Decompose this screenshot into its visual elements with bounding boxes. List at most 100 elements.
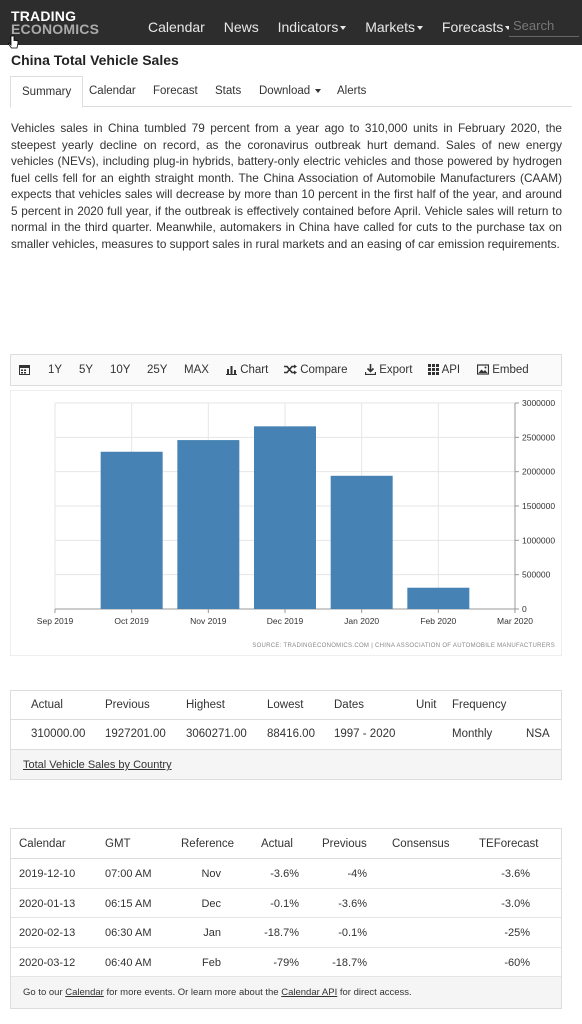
nav-forecasts-label: Forecasts [441, 19, 504, 35]
x-tick-label: Sep 2019 [37, 616, 74, 626]
stats-row: 310000.00 1927201.00 3060271.00 88416.00… [11, 720, 561, 749]
stats-lowest: 88416.00 [267, 728, 315, 740]
bar-dec-2019 [254, 426, 316, 609]
cal-reference: Nov [201, 868, 221, 880]
stats-previous: 1927201.00 [105, 728, 166, 740]
cal-gmt: 06:40 AM [105, 956, 152, 969]
chevron-down-icon [505, 26, 512, 31]
cal-reference: Dec [201, 897, 221, 910]
cal-col-consensus: Consensus [392, 838, 450, 850]
image-icon [476, 364, 490, 375]
calendar-api-link[interactable]: Calendar API [281, 987, 338, 998]
x-tick-label: Jan 2020 [344, 616, 379, 626]
nav-calendar[interactable]: Calendar [148, 19, 205, 35]
calendar-row: 2020-03-12 06:40 AM Feb -79% -18.7% -60% [11, 948, 561, 977]
compare-button[interactable]: Compare [284, 364, 348, 376]
cal-col-gmt: GMT [105, 838, 131, 850]
embed-button-label: Embed [492, 364, 529, 376]
range-1y[interactable]: 1Y [48, 364, 63, 376]
stats-actual: 310000.00 [31, 728, 86, 740]
range-25y[interactable]: 25Y [147, 364, 168, 376]
nav-forecasts[interactable]: Forecasts [441, 19, 512, 35]
stats-adjustment: NSA [526, 728, 550, 740]
bar-oct-2019 [100, 451, 163, 609]
stats-col-actual: Actual [31, 699, 63, 711]
chart-area: 0 500000 1000000 1500000 2000000 2500000 30000… [10, 390, 562, 656]
mouse-cursor-icon [8, 35, 19, 49]
tab-calendar[interactable]: Calendar [89, 85, 136, 97]
chart-button-label: Chart [240, 364, 269, 376]
nav-indicators[interactable]: Indicators [278, 19, 347, 35]
calendar-link[interactable]: Calendar [65, 987, 104, 998]
cal-footer-text-2: for more events. Or learn more about the [103, 987, 282, 998]
stats-highest: 3060271.00 [186, 728, 247, 740]
y-tick-label: 0 [522, 604, 527, 614]
cal-col-actual: Actual [261, 838, 293, 850]
calendar-header: Calendar GMT Reference Actual Previous C… [11, 829, 561, 859]
tab-alerts[interactable]: Alerts [337, 85, 367, 97]
stats-header: Actual Previous Highest Lowest Dates Uni… [11, 691, 561, 720]
nav-indicators-label: Indicators [277, 19, 339, 35]
stats-col-unit: Unit [416, 699, 437, 711]
logo[interactable]: TRADING ECONOMICS [11, 8, 100, 37]
download-icon [364, 364, 377, 376]
bar-nov-2019 [177, 440, 240, 609]
stats-frequency: Monthly [452, 728, 493, 740]
y-tick-label: 1500000 [522, 501, 555, 511]
tab-summary[interactable]: Summary [10, 76, 84, 108]
cal-previous: -4% [347, 868, 367, 880]
api-button[interactable]: API [428, 364, 460, 376]
stats-col-frequency: Frequency [452, 699, 507, 711]
calendar-row: 2019-12-10 07:00 AM Nov -3.6% -4% -3.6% [11, 859, 561, 889]
x-tick-label: Mar 2020 [497, 616, 533, 626]
chart-button[interactable]: Chart [226, 364, 268, 376]
grid-icon [428, 364, 439, 375]
export-button[interactable]: Export [364, 364, 412, 376]
x-tick-label: Oct 2019 [114, 616, 149, 626]
x-tick-label: Nov 2019 [190, 616, 227, 626]
calendar-row: 2020-02-13 06:30 AM Jan -18.7% -0.1% -25% [11, 918, 561, 948]
y-tick-label: 2000000 [522, 467, 555, 477]
y-tick-label: 2500000 [522, 432, 555, 442]
cal-actual: -79% [273, 956, 299, 969]
range-max[interactable]: MAX [184, 364, 209, 376]
logo-line2: ECONOMICS [11, 21, 100, 37]
compare-button-label: Compare [300, 364, 348, 376]
stats-col-dates: Dates [334, 699, 365, 711]
nav-markets[interactable]: Markets [365, 19, 424, 35]
range-5y[interactable]: 5Y [79, 364, 94, 376]
cal-date: 2020-03-12 [19, 956, 76, 969]
cal-previous: -3.6% [338, 897, 367, 910]
cal-col-reference: Reference [181, 838, 235, 850]
tab-download[interactable]: Download [259, 76, 322, 107]
stats-col-lowest: Lowest [267, 699, 304, 711]
cal-col-teforecast: TEForecast [479, 838, 539, 850]
search-input[interactable] [509, 15, 579, 37]
chevron-down-icon [417, 26, 424, 31]
tab-download-label: Download [259, 85, 311, 97]
top-navbar: TRADING ECONOMICS Calendar News Indicato… [0, 0, 582, 49]
cal-date: 2020-01-13 [19, 897, 76, 910]
chart-toolbar: 1Y 5Y 10Y 25Y MAX Chart Compare Export A… [10, 354, 562, 386]
x-tick-label: Dec 2019 [267, 616, 304, 626]
logo-line1: TRADING [11, 8, 77, 24]
cal-col-calendar: Calendar [19, 838, 66, 850]
bar-feb-2020 [407, 587, 470, 609]
tab-bar: Summary Calendar Forecast Stats Download… [10, 76, 572, 108]
nav-news[interactable]: News [223, 19, 259, 35]
shuffle-icon [284, 364, 297, 375]
summary-text: Vehicles sales in China tumbled 79 perce… [11, 121, 562, 251]
cal-reference: Feb [202, 956, 221, 969]
api-button-label: API [441, 364, 461, 376]
calendar-icon[interactable] [19, 364, 30, 376]
range-10y[interactable]: 10Y [110, 364, 131, 376]
cal-actual: -18.7% [264, 927, 299, 939]
vehicle-sales-by-country-link[interactable]: Total Vehicle Sales by Country [23, 759, 172, 771]
y-tick-label: 3000000 [522, 398, 555, 408]
nav-markets-label: Markets [365, 19, 416, 35]
embed-button[interactable]: Embed [476, 364, 529, 376]
cal-teforecast: -3.6% [501, 868, 530, 880]
stats-table: Actual Previous Highest Lowest Dates Uni… [10, 690, 562, 780]
tab-stats[interactable]: Stats [215, 85, 242, 97]
tab-forecast[interactable]: Forecast [153, 85, 198, 97]
